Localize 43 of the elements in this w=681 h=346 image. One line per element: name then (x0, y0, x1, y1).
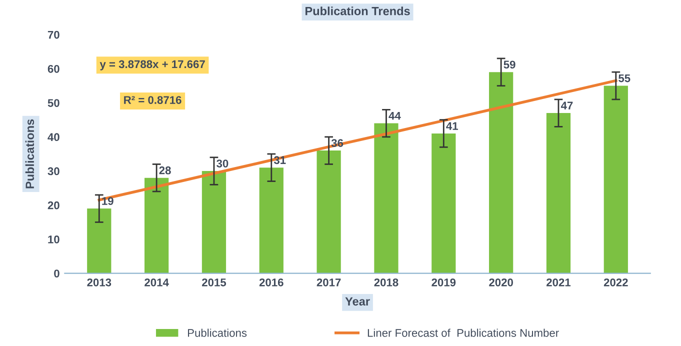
x-tick-label: 2019 (432, 278, 456, 286)
y-tick-label: 70 (48, 30, 60, 39)
legend-label: Publications (188, 328, 247, 337)
data-label: 30 (216, 160, 228, 168)
data-label: 41 (446, 122, 458, 130)
bar (144, 178, 169, 274)
x-tick-label: 2015 (202, 278, 226, 286)
y-tick-label: 20 (48, 201, 60, 210)
x-tick-label: 2014 (144, 278, 169, 286)
x-tick-label: 2016 (259, 278, 284, 286)
bar (259, 168, 284, 274)
bar (87, 208, 112, 274)
annotation: R² = 0.8716 (124, 96, 182, 104)
y-tick-label: 40 (48, 133, 60, 142)
y-tick-label: 10 (48, 236, 60, 244)
bar (546, 113, 571, 274)
data-label: 19 (102, 197, 114, 205)
bar (604, 86, 628, 274)
annotation: y = 3.8788x + 17.667 (100, 60, 205, 70)
chart-title: Publication Trends (306, 6, 410, 16)
x-axis-title: Year (345, 297, 370, 306)
x-tick-label: 2020 (489, 278, 513, 286)
bar (432, 134, 456, 274)
data-label: 44 (388, 112, 401, 120)
bar (202, 171, 226, 274)
x-tick-label: 2022 (604, 278, 628, 286)
data-label: 59 (504, 60, 516, 69)
y-tick-label: 0 (54, 270, 60, 278)
legend-label: Liner Forecast of Publications Number (368, 328, 559, 337)
bar (489, 72, 514, 274)
y-tick-label: 50 (48, 99, 60, 107)
y-tick-label: 60 (48, 64, 60, 73)
x-tick-label: 2017 (316, 278, 341, 286)
data-label: 28 (159, 166, 171, 174)
x-tick-label: 2013 (87, 278, 112, 286)
data-label: 47 (560, 102, 573, 110)
x-tick-label: 2018 (374, 278, 398, 286)
data-label: 55 (618, 74, 630, 82)
y-axis-title: Publications (25, 119, 34, 188)
y-tick-label: 30 (48, 167, 60, 176)
bar (374, 123, 398, 274)
x-tick-label: 2021 (546, 278, 571, 286)
bar (316, 150, 341, 274)
